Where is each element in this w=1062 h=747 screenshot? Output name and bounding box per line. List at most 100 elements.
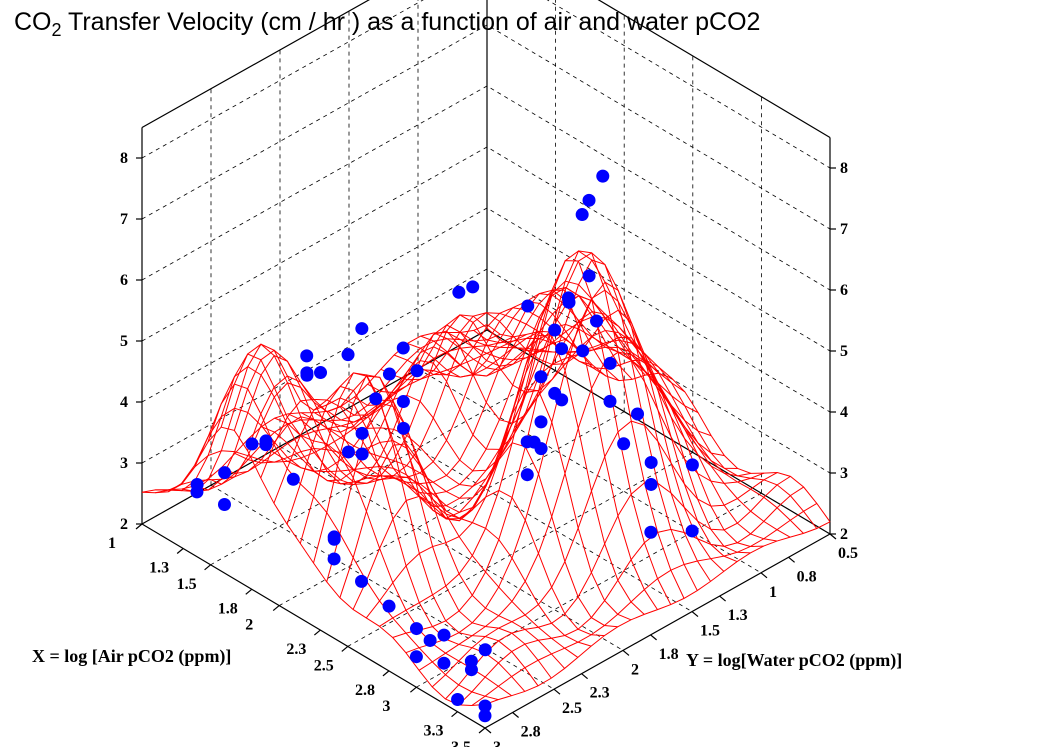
wall-gridline-z [141,329,831,535]
x-tick-label: 2.8 [355,682,375,699]
mesh-line-y [168,353,512,697]
y-tick-label: 1.8 [659,646,679,663]
x-tick-label: 1.8 [218,600,238,617]
y-tick-label: 0.5 [838,545,858,562]
data-point [300,368,314,382]
data-point [314,366,328,380]
data-point [478,699,492,713]
y-tick-mark [484,727,492,734]
data-point [410,364,424,378]
y-tick-mark [650,634,657,641]
data-point [534,415,548,429]
mesh-line-x [379,250,725,627]
data-point [685,458,699,472]
data-point [396,395,410,409]
chart-title-subscript: 2 [51,20,62,40]
data-point [644,455,658,469]
y-tick-label: 1.3 [728,607,748,624]
mesh-line-y [155,383,499,701]
z-tick-label-left: 6 [120,272,128,289]
x-tick-mark [313,629,321,636]
data-point [534,442,548,456]
data-point [631,407,645,421]
x-tick-label: 1 [108,535,116,552]
data-point [217,498,231,512]
y-tick-label: 2 [631,661,639,678]
data-point [437,628,451,642]
data-point [300,349,314,363]
data-point [382,367,396,381]
mesh-line-y [261,426,605,637]
y-tick-label: 1 [769,584,777,601]
data-point [555,342,569,356]
mesh-line-y [274,417,618,628]
scatter-points [190,169,699,723]
floor-gridline-x [210,370,556,566]
x-tick-label: 1.3 [149,559,169,576]
data-point [534,370,548,384]
wall-gridline-z [141,207,831,413]
data-point [478,709,492,723]
z-tick-label-left: 7 [120,211,128,228]
data-point [451,692,465,706]
mesh-line-y [407,293,751,554]
data-point [644,477,658,491]
data-point [521,299,535,313]
mesh-line-y [181,343,526,692]
mesh-line-y [221,402,565,669]
z-tick-label-right: 3 [840,465,848,482]
data-point [576,344,590,358]
z-tick-label-left: 3 [120,455,128,472]
floor-gridline-y [417,368,762,574]
x-tick-label: 3.5 [451,739,471,747]
mesh-line-y [194,355,539,687]
wall-gridline-z [141,268,831,474]
data-point [575,208,589,222]
y-tick-mark [512,712,519,718]
z-tick-label-left: 8 [120,150,128,167]
mesh-line-y [300,335,645,615]
x-tick-mark [382,670,390,677]
y-tick-label: 2.8 [521,723,541,740]
data-point [582,269,596,283]
mesh-line-x [471,503,818,706]
data-point [341,348,355,362]
x-tick-label: 2.3 [286,641,306,658]
y-tick-label: 2.3 [590,685,610,702]
chart-title: CO2 Transfer Velocity (cm / hr ) as a fu… [14,8,760,41]
y-tick-mark [622,649,630,656]
wall-gridline-z [141,0,831,169]
data-point [190,485,204,499]
x-tick-mark [176,548,184,554]
data-point [466,280,480,294]
z-tick-label-right: 5 [840,343,848,360]
floor-gridline-x [279,411,625,606]
floor-gridline-y [279,446,624,651]
data-point [245,437,259,451]
data-point [355,322,369,336]
data-point [423,633,437,647]
y-tick-label: 1.5 [700,623,720,640]
z-tick-label-left: 2 [120,516,128,533]
floor-gridline-y [210,484,555,690]
floor-gridline-y [348,407,693,612]
data-point [327,532,341,546]
x-tick-mark [272,605,280,612]
data-point [396,421,410,435]
y-tick-mark [760,572,768,579]
data-point [327,552,341,566]
surface-mesh [141,250,831,706]
z-tick-label-right: 4 [840,404,848,421]
chart-title-rest: Transfer Velocity (cm / hr ) as a functi… [61,8,761,36]
y-tick-mark [691,611,699,618]
data-point [355,426,369,440]
wall-gridline-z [141,85,831,291]
y-tick-mark [719,595,726,602]
data-point [603,394,617,408]
x-tick-label: 2 [245,617,253,634]
mesh-line-y [433,295,778,542]
y-tick-mark [581,673,588,680]
data-point [409,622,423,636]
data-point [596,169,610,183]
